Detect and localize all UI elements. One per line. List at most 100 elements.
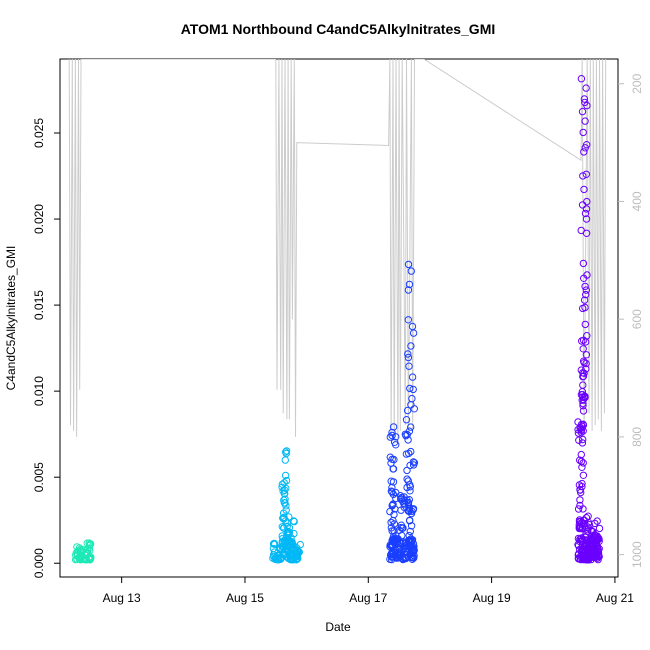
data-points-layer — [71, 75, 604, 564]
data-point — [404, 316, 412, 324]
data-point — [279, 509, 288, 517]
data-point — [576, 496, 584, 504]
x-tick-label: Aug 17 — [349, 591, 387, 605]
data-point — [580, 274, 588, 282]
data-point — [582, 290, 590, 299]
data-point — [402, 450, 411, 458]
pressure-trace-line — [68, 59, 607, 443]
data-point — [388, 553, 396, 561]
data-point — [389, 490, 398, 499]
data-point — [577, 226, 585, 235]
data-point — [410, 459, 419, 467]
data-point — [586, 542, 594, 550]
data-point — [404, 260, 413, 269]
data-point — [410, 551, 418, 560]
data-point — [581, 303, 589, 312]
data-point — [592, 538, 600, 547]
data-point — [281, 471, 290, 480]
data-point — [407, 447, 415, 456]
data-point — [579, 345, 587, 353]
data-point — [269, 540, 278, 548]
data-point — [578, 439, 587, 447]
data-point — [576, 501, 584, 510]
data-point — [73, 555, 81, 563]
data-point — [280, 496, 288, 504]
data-point — [72, 551, 80, 559]
data-point — [404, 353, 413, 362]
data-point — [389, 478, 398, 486]
data-point — [389, 516, 397, 525]
data-point — [404, 350, 412, 358]
data-point — [588, 527, 596, 535]
right-tick-label: 1000 — [630, 541, 644, 568]
data-point — [392, 433, 400, 441]
data-point — [275, 544, 284, 552]
data-point — [406, 516, 414, 524]
data-point — [583, 332, 591, 340]
data-point — [410, 405, 418, 413]
x-axis-label: Date — [325, 620, 351, 634]
data-point — [582, 359, 590, 368]
data-point — [407, 401, 415, 409]
data-point — [581, 209, 590, 218]
data-point — [76, 555, 85, 563]
data-point — [587, 553, 596, 561]
data-point — [406, 384, 414, 393]
data-point — [580, 185, 588, 194]
data-point — [584, 518, 593, 527]
data-point — [580, 95, 589, 103]
chart-title: ATOM1 Northbound C4andC5Alkylnitrates_GM… — [181, 21, 496, 37]
data-point — [593, 517, 601, 525]
y-axis: 0.000 0.005 0.010 0.015 0.020 0.025 — [32, 118, 60, 578]
y-tick-label: 0.010 — [32, 376, 46, 406]
data-point — [581, 98, 589, 107]
data-point — [579, 407, 588, 415]
data-point — [388, 501, 397, 509]
right-tick-label: 800 — [630, 427, 644, 447]
data-point — [282, 449, 290, 458]
data-point — [407, 537, 415, 545]
y-axis-label: C4andC5Alkylnitrates_GMI — [4, 246, 18, 391]
data-point — [579, 373, 587, 381]
data-point — [577, 366, 585, 374]
data-point — [399, 554, 407, 563]
data-point — [575, 516, 584, 524]
data-point — [578, 107, 587, 116]
data-point — [409, 385, 417, 394]
data-point — [285, 513, 293, 521]
data-point — [582, 286, 590, 294]
data-point — [290, 542, 298, 550]
right-axis: 200 400 600 800 1000 — [618, 73, 644, 568]
right-tick-label: 200 — [630, 73, 644, 93]
data-point — [582, 351, 591, 359]
data-point — [578, 337, 586, 345]
data-point — [288, 556, 296, 564]
data-point — [405, 280, 414, 289]
data-point — [577, 75, 586, 83]
data-point — [82, 556, 90, 564]
data-point — [579, 357, 588, 365]
data-point — [580, 393, 589, 402]
data-point — [280, 479, 288, 487]
data-point — [581, 117, 589, 125]
data-point — [282, 476, 291, 485]
right-tick-label: 600 — [630, 309, 644, 329]
data-point — [288, 540, 297, 548]
data-point — [404, 286, 413, 294]
data-point — [402, 416, 411, 424]
data-point — [407, 423, 415, 431]
data-point — [274, 555, 283, 564]
data-point — [284, 538, 293, 547]
pressure-trace-layer — [68, 59, 607, 443]
data-point — [594, 548, 603, 557]
data-point — [407, 267, 415, 275]
y-tick-label: 0.005 — [32, 462, 46, 492]
data-point — [409, 506, 417, 514]
data-point — [576, 486, 584, 494]
data-point — [285, 528, 293, 536]
data-point — [579, 471, 588, 479]
data-point — [595, 524, 604, 533]
data-point — [276, 554, 284, 562]
data-point — [584, 552, 592, 560]
data-point — [579, 172, 587, 180]
